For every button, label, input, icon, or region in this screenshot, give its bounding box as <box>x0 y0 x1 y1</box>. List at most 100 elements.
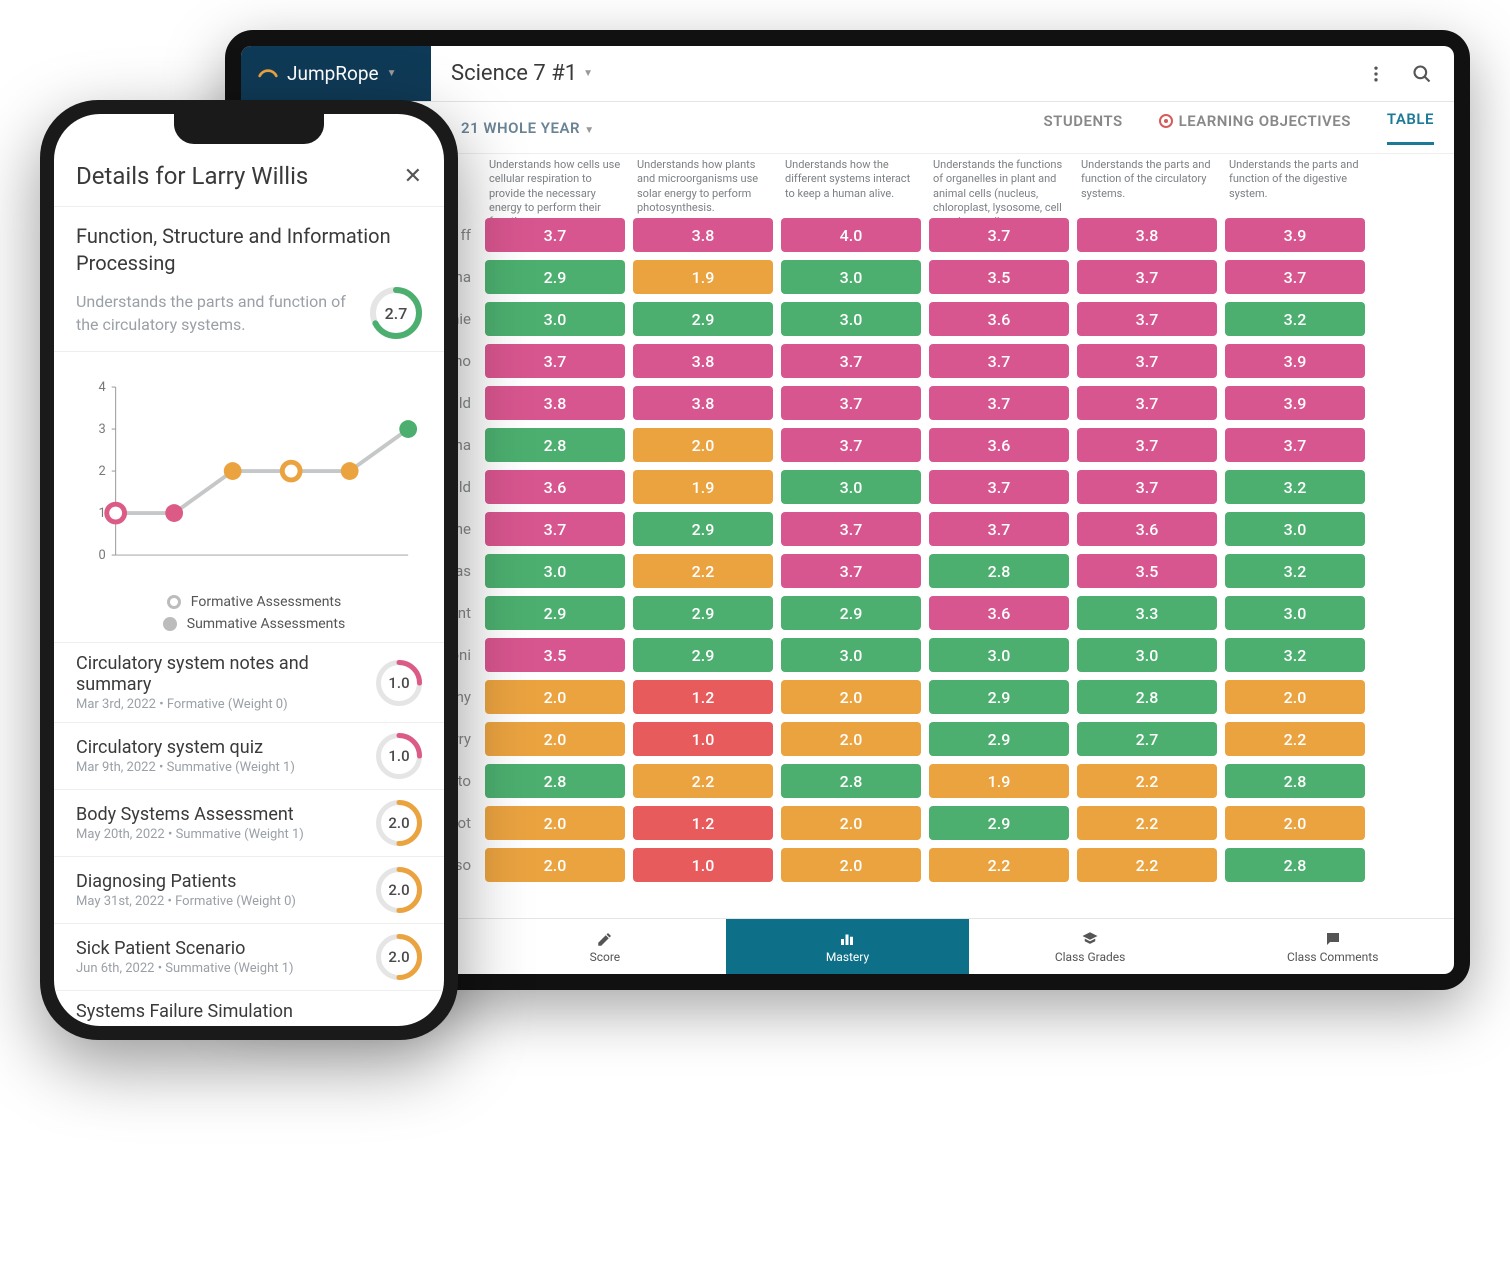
score-cell[interactable]: 2.2 <box>929 848 1069 882</box>
score-cell[interactable]: 3.9 <box>1225 344 1365 378</box>
score-cell[interactable]: 3.7 <box>1077 302 1217 336</box>
objective-header[interactable]: Understands the parts and function of th… <box>1221 154 1369 214</box>
score-cell[interactable]: 2.9 <box>633 638 773 672</box>
tab-students[interactable]: STUDENTS <box>1044 110 1123 145</box>
score-cell[interactable]: 3.7 <box>485 218 625 252</box>
nav-class-grades[interactable]: Class Grades <box>969 919 1212 974</box>
score-cell[interactable]: 2.9 <box>633 302 773 336</box>
score-cell[interactable]: 1.9 <box>633 470 773 504</box>
score-cell[interactable]: 3.7 <box>1225 428 1365 462</box>
year-selector[interactable]: 21 WHOLE YEAR ▼ <box>461 119 595 137</box>
score-cell[interactable]: 3.7 <box>1077 470 1217 504</box>
nav-mastery[interactable]: Mastery <box>726 919 969 974</box>
assessment-item[interactable]: Systems Failure Simulation <box>54 990 444 1026</box>
score-cell[interactable]: 2.2 <box>633 764 773 798</box>
score-cell[interactable]: 3.7 <box>1225 260 1365 294</box>
objective-header[interactable]: Understands how cells use cellular respi… <box>481 154 629 214</box>
score-cell[interactable]: 2.8 <box>485 428 625 462</box>
score-cell[interactable]: 3.0 <box>485 302 625 336</box>
score-cell[interactable]: 3.2 <box>1225 302 1365 336</box>
tab-table[interactable]: TABLE <box>1387 110 1434 145</box>
score-cell[interactable]: 2.0 <box>1225 680 1365 714</box>
assessment-item[interactable]: Circulatory system notes and summary Mar… <box>54 642 444 722</box>
score-cell[interactable]: 2.9 <box>485 596 625 630</box>
score-cell[interactable]: 1.0 <box>633 722 773 756</box>
score-cell[interactable]: 3.0 <box>781 638 921 672</box>
score-cell[interactable]: 2.8 <box>1077 680 1217 714</box>
score-cell[interactable]: 3.9 <box>1225 218 1365 252</box>
score-cell[interactable]: 3.7 <box>485 344 625 378</box>
score-cell[interactable]: 3.6 <box>1077 512 1217 546</box>
nav-score[interactable]: Score <box>484 919 727 974</box>
score-cell[interactable]: 2.0 <box>633 428 773 462</box>
course-selector[interactable]: Science 7 #1 ▼ <box>431 61 613 86</box>
score-cell[interactable]: 3.2 <box>1225 554 1365 588</box>
score-cell[interactable]: 2.0 <box>485 848 625 882</box>
score-cell[interactable]: 3.6 <box>929 596 1069 630</box>
score-cell[interactable]: 3.0 <box>781 260 921 294</box>
score-cell[interactable]: 3.3 <box>1077 596 1217 630</box>
score-cell[interactable]: 3.7 <box>1077 386 1217 420</box>
score-cell[interactable]: 3.8 <box>633 386 773 420</box>
tab-objectives[interactable]: LEARNING OBJECTIVES <box>1159 110 1351 145</box>
score-cell[interactable]: 3.9 <box>1225 386 1365 420</box>
objective-header[interactable]: Understands how the different systems in… <box>777 154 925 214</box>
score-cell[interactable]: 3.6 <box>929 302 1069 336</box>
score-cell[interactable]: 3.8 <box>633 218 773 252</box>
score-cell[interactable]: 2.0 <box>781 806 921 840</box>
score-cell[interactable]: 3.2 <box>1225 638 1365 672</box>
assessment-item[interactable]: Sick Patient Scenario Jun 6th, 2022 • Su… <box>54 923 444 990</box>
score-cell[interactable]: 3.7 <box>781 344 921 378</box>
score-cell[interactable]: 2.2 <box>1077 764 1217 798</box>
more-icon[interactable] <box>1366 64 1386 84</box>
score-cell[interactable]: 2.0 <box>485 722 625 756</box>
score-cell[interactable]: 4.0 <box>781 218 921 252</box>
score-cell[interactable]: 1.9 <box>929 764 1069 798</box>
score-cell[interactable]: 3.5 <box>929 260 1069 294</box>
score-cell[interactable]: 2.9 <box>633 512 773 546</box>
nav-class-comments[interactable]: Class Comments <box>1211 919 1454 974</box>
score-cell[interactable]: 3.7 <box>781 386 921 420</box>
score-cell[interactable]: 3.6 <box>929 428 1069 462</box>
score-cell[interactable]: 2.2 <box>1077 806 1217 840</box>
score-cell[interactable]: 2.8 <box>1225 848 1365 882</box>
score-cell[interactable]: 2.9 <box>929 722 1069 756</box>
score-cell[interactable]: 2.0 <box>485 680 625 714</box>
score-cell[interactable]: 3.7 <box>929 344 1069 378</box>
score-cell[interactable]: 2.0 <box>781 680 921 714</box>
score-cell[interactable]: 2.7 <box>1077 722 1217 756</box>
score-cell[interactable]: 2.2 <box>633 554 773 588</box>
score-cell[interactable]: 3.0 <box>1225 596 1365 630</box>
score-cell[interactable]: 1.0 <box>633 848 773 882</box>
score-cell[interactable]: 2.8 <box>1225 764 1365 798</box>
score-cell[interactable]: 3.0 <box>1225 512 1365 546</box>
score-cell[interactable]: 2.0 <box>1225 806 1365 840</box>
search-icon[interactable] <box>1412 64 1432 84</box>
assessment-item[interactable]: Body Systems Assessment May 20th, 2022 •… <box>54 789 444 856</box>
brand-menu[interactable]: JumpRope ▼ <box>241 46 431 101</box>
score-cell[interactable]: 3.6 <box>485 470 625 504</box>
objective-header[interactable]: Understands the parts and function of th… <box>1073 154 1221 214</box>
score-cell[interactable]: 3.2 <box>1225 470 1365 504</box>
score-cell[interactable]: 3.0 <box>485 554 625 588</box>
score-cell[interactable]: 3.7 <box>781 428 921 462</box>
score-cell[interactable]: 2.2 <box>1225 722 1365 756</box>
score-cell[interactable]: 3.8 <box>1077 218 1217 252</box>
score-cell[interactable]: 2.0 <box>781 722 921 756</box>
assessment-item[interactable]: Circulatory system quiz Mar 9th, 2022 • … <box>54 722 444 789</box>
score-cell[interactable]: 2.0 <box>781 848 921 882</box>
score-cell[interactable]: 3.7 <box>1077 344 1217 378</box>
score-cell[interactable]: 3.5 <box>485 638 625 672</box>
score-cell[interactable]: 2.8 <box>929 554 1069 588</box>
assessment-item[interactable]: Diagnosing Patients May 31st, 2022 • For… <box>54 856 444 923</box>
score-cell[interactable]: 3.0 <box>781 470 921 504</box>
score-cell[interactable]: 3.8 <box>633 344 773 378</box>
close-button[interactable]: ✕ <box>404 164 422 189</box>
score-cell[interactable]: 1.2 <box>633 806 773 840</box>
score-cell[interactable]: 3.7 <box>781 512 921 546</box>
score-cell[interactable]: 3.8 <box>485 386 625 420</box>
score-cell[interactable]: 3.7 <box>929 512 1069 546</box>
score-cell[interactable]: 3.7 <box>781 554 921 588</box>
score-cell[interactable]: 2.8 <box>781 764 921 798</box>
score-cell[interactable]: 2.9 <box>781 596 921 630</box>
